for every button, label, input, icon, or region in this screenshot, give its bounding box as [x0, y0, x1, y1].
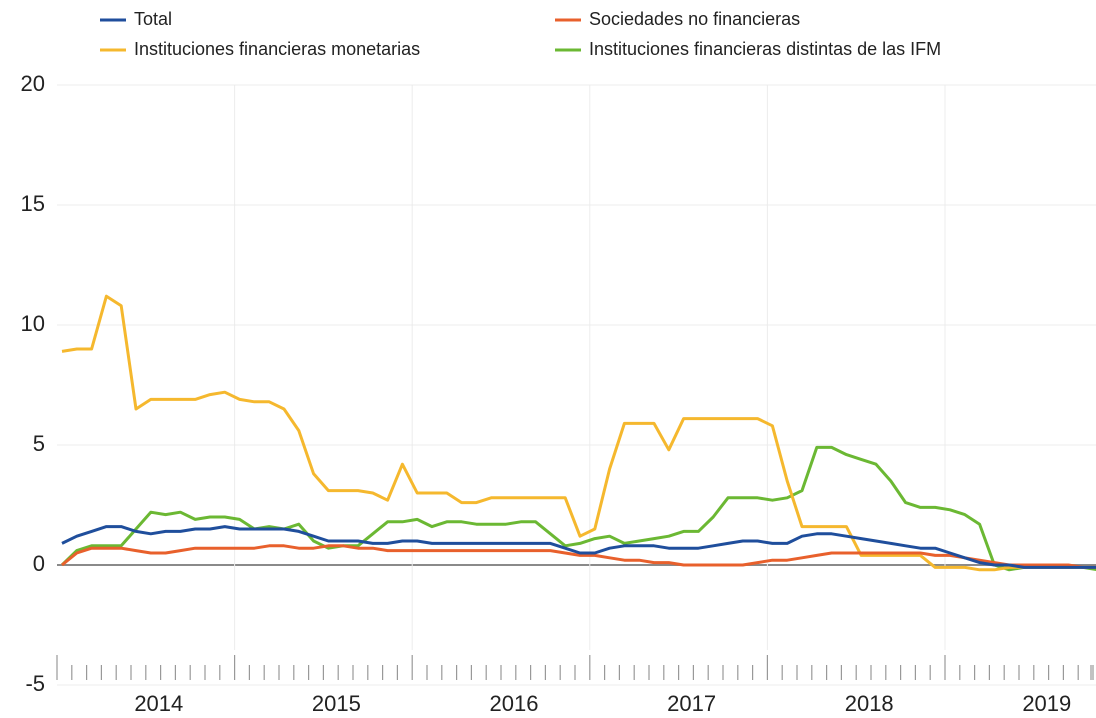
series-line — [61, 294, 1096, 572]
x-tick-label: 2019 — [1022, 691, 1071, 716]
series-line — [61, 544, 1096, 569]
legend-label: Instituciones financieras monetarias — [134, 39, 420, 59]
x-tick-label: 2017 — [667, 691, 716, 716]
x-tick-label: 2018 — [845, 691, 894, 716]
y-tick-label: 10 — [21, 311, 45, 336]
y-tick-label: 5 — [33, 431, 45, 456]
y-tick-label: 20 — [21, 71, 45, 96]
legend-label: Instituciones financieras distintas de l… — [589, 39, 941, 59]
y-tick-label: 0 — [33, 551, 45, 576]
y-tick-label: 15 — [21, 191, 45, 216]
series-line — [60, 445, 1096, 572]
x-tick-label: 2015 — [312, 691, 361, 716]
y-tick-label: -5 — [25, 671, 45, 696]
legend-label: Sociedades no financieras — [589, 9, 800, 29]
legend-label: Total — [134, 9, 172, 29]
series-line — [61, 525, 1096, 569]
x-tick-label: 2016 — [490, 691, 539, 716]
x-tick-label: 2014 — [134, 691, 183, 716]
